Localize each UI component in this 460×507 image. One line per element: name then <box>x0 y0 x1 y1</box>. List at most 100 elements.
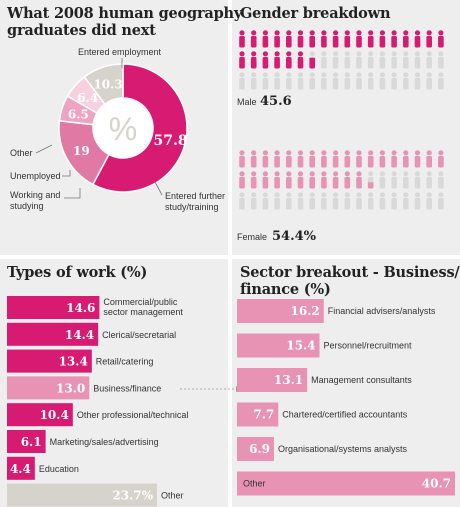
male-figure <box>367 72 374 90</box>
male-figure <box>262 51 269 69</box>
female-figure <box>262 171 269 189</box>
female-figure <box>438 192 444 210</box>
male-figure <box>309 51 315 69</box>
female-figure <box>297 150 304 168</box>
female-figure <box>332 150 339 168</box>
male-figure <box>367 30 374 48</box>
male-figure <box>414 51 421 69</box>
male-figure <box>438 30 444 48</box>
male-figure <box>332 30 339 48</box>
female-figure <box>438 171 444 189</box>
male-figure <box>414 72 421 90</box>
male-figure <box>403 72 409 90</box>
sector-label-organisational-systems-analysts: Organisational/systems analysts <box>278 444 408 454</box>
male-figure <box>344 30 351 48</box>
male-figure <box>250 51 257 69</box>
types-bar-education <box>7 456 35 480</box>
female-figure <box>262 192 269 210</box>
female-figure <box>344 192 351 210</box>
donut-label-other: 10.3 <box>93 77 122 91</box>
types-label-retail-catering: Retail/catering <box>96 357 154 367</box>
sector-bar-organisational-systems-analysts <box>237 437 274 461</box>
male-figure <box>239 51 245 69</box>
male-figure <box>379 30 386 48</box>
male-figure <box>426 72 432 90</box>
gender-chart: Male 45.6 Female 54.4% <box>237 30 444 244</box>
female-figure <box>344 150 351 168</box>
male-figure <box>332 51 339 69</box>
female-figure <box>286 171 292 189</box>
donut-slice-entered-employment <box>91 63 188 193</box>
male-figure <box>426 30 432 48</box>
male-figure <box>344 72 351 90</box>
sector-label-management-consultants: Management consultants <box>311 375 412 385</box>
sector-value-management-consultants: 13.1 <box>274 373 303 387</box>
female-value: 54.4% <box>272 229 317 244</box>
donut-label-working-and-studying: 6.5 <box>68 107 89 121</box>
types-bar-business-finance <box>7 376 90 400</box>
female-figure <box>438 150 444 168</box>
female-figure <box>426 192 432 210</box>
male-figure <box>274 72 280 90</box>
female-figure <box>391 171 397 189</box>
female-figure <box>403 192 409 210</box>
female-figure <box>379 150 386 168</box>
male-figure <box>262 72 269 90</box>
sector-value-organisational-systems-analysts: 6.9 <box>249 442 270 456</box>
sector-label-chartered-certified-accountants: Chartered/certified accountants <box>282 410 408 420</box>
sector-value-chartered-certified-accountants: 7.7 <box>253 408 274 422</box>
male-figure <box>356 72 362 90</box>
types-label-education: Education <box>39 464 79 474</box>
female-figure <box>250 171 257 189</box>
callout-working-line1: Working and <box>10 190 60 200</box>
female-figure <box>239 150 245 168</box>
female-figure <box>414 171 421 189</box>
callout-unemployed: Unemployed <box>10 171 61 181</box>
male-figure <box>286 30 292 48</box>
female-figure <box>286 150 292 168</box>
male-figure <box>250 72 257 90</box>
male-figure <box>332 72 339 90</box>
female-figure <box>367 171 374 189</box>
male-figure <box>344 51 351 69</box>
sector-chart: 16.2 Financial advisers/analysts 15.4 Perso… <box>237 299 455 496</box>
types-value-other-professional-technical: 10.4 <box>40 408 69 422</box>
types-bar-marketing-sales-advertising <box>7 430 46 453</box>
female-figure <box>403 150 409 168</box>
female-figure <box>274 192 280 210</box>
male-figure <box>391 30 397 48</box>
female-figure <box>321 171 327 189</box>
callout-other: Other <box>10 148 33 158</box>
sector-value-financial-advisers-analysts: 16.2 <box>291 304 320 318</box>
types-value-clerical-secretarial: 14.4 <box>65 328 94 342</box>
female-figure <box>239 192 245 210</box>
male-figure <box>274 30 280 48</box>
female-figure <box>426 171 432 189</box>
donut-title-line1: What 2008 human geography <box>7 5 243 22</box>
male-value: 45.6 <box>260 94 292 109</box>
types-label-other: Other <box>161 491 184 501</box>
female-figure <box>274 150 280 168</box>
female-figure <box>367 192 374 210</box>
male-figure <box>309 30 315 48</box>
types-title: Types of work (%) <box>7 264 148 281</box>
female-figure <box>426 150 432 168</box>
male-figure <box>239 30 245 48</box>
male-figure <box>309 72 315 90</box>
sector-value-other: 40.7 <box>422 477 451 491</box>
female-label: Female <box>237 232 267 242</box>
female-figure <box>309 150 315 168</box>
female-figure <box>403 171 409 189</box>
female-figure <box>274 171 280 189</box>
male-label: Male <box>237 97 257 107</box>
female-figure <box>379 192 386 210</box>
female-figure <box>250 192 257 210</box>
male-figure <box>321 72 327 90</box>
types-bar-commercial-public-sector-management <box>7 296 100 319</box>
male-figure <box>250 30 257 48</box>
donut-label-entered-employment: 57.8 <box>153 133 187 149</box>
female-figure <box>356 192 362 210</box>
male-figure <box>379 72 386 90</box>
male-figure <box>403 51 409 69</box>
types-bar-other-professional-technical <box>7 403 73 427</box>
